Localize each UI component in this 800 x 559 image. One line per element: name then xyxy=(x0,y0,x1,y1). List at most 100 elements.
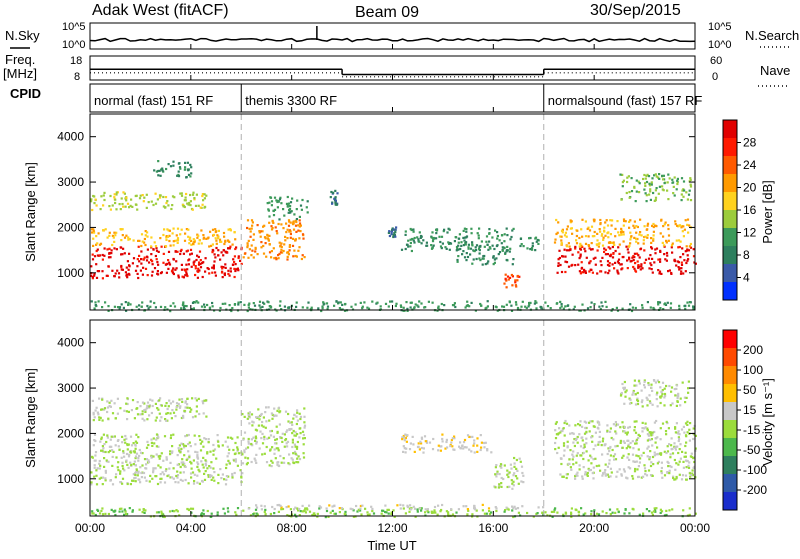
data-cell xyxy=(278,198,282,201)
data-cell xyxy=(114,417,117,420)
data-cell xyxy=(236,507,240,510)
data-cell xyxy=(264,513,267,516)
data-cell xyxy=(689,475,692,478)
data-cell xyxy=(144,410,147,413)
data-cell xyxy=(609,430,612,433)
data-cell xyxy=(679,443,682,446)
data-cell xyxy=(172,227,175,230)
data-cell xyxy=(424,511,427,514)
data-cell xyxy=(622,454,625,457)
data-cell xyxy=(196,454,199,457)
data-cell xyxy=(270,256,273,259)
data-cell xyxy=(141,194,144,197)
data-cell xyxy=(595,512,599,515)
data-cell xyxy=(660,466,663,470)
data-cell xyxy=(418,507,421,510)
data-cell xyxy=(511,509,514,512)
data-cell xyxy=(688,507,691,510)
data-cell xyxy=(487,507,491,510)
data-cell xyxy=(423,435,427,438)
data-cell xyxy=(208,307,212,310)
data-cell xyxy=(616,309,620,312)
data-cell xyxy=(289,221,292,224)
data-cell xyxy=(667,173,670,176)
colorbar-segment xyxy=(723,492,737,510)
data-cell xyxy=(344,510,347,513)
data-cell xyxy=(151,270,154,273)
data-cell xyxy=(434,511,437,514)
data-cell xyxy=(413,236,416,240)
data-cell xyxy=(125,437,128,440)
data-cell xyxy=(468,448,471,451)
data-cell xyxy=(245,447,248,450)
data-cell xyxy=(590,456,593,459)
data-region xyxy=(90,227,237,248)
data-cell xyxy=(590,268,593,271)
data-cell xyxy=(487,260,490,263)
data-cell xyxy=(463,227,466,230)
data-cell xyxy=(120,303,123,306)
data-cell xyxy=(656,436,659,439)
data-cell xyxy=(296,440,299,444)
data-cell xyxy=(567,242,570,245)
data-cell xyxy=(465,259,468,262)
data-cell xyxy=(95,469,98,472)
data-cell xyxy=(298,222,302,225)
data-cell xyxy=(167,235,170,238)
data-cell xyxy=(404,451,407,454)
data-cell xyxy=(659,396,662,399)
data-cell xyxy=(637,264,640,267)
data-cell xyxy=(116,269,119,272)
colorbar-tick-label: -15 xyxy=(743,423,761,437)
data-cell xyxy=(418,231,421,234)
data-cell xyxy=(620,233,623,236)
data-cell xyxy=(273,257,276,260)
data-cell xyxy=(192,307,195,310)
data-cell xyxy=(204,257,207,260)
data-cell xyxy=(585,437,588,440)
data-cell xyxy=(121,202,124,206)
data-cell xyxy=(576,441,579,444)
data-cell xyxy=(128,252,131,255)
data-cell xyxy=(148,405,151,408)
data-cell xyxy=(610,309,613,312)
data-cell xyxy=(152,203,155,207)
data-cell xyxy=(189,163,192,166)
data-cell xyxy=(652,230,655,233)
data-cell xyxy=(180,442,183,445)
data-cell xyxy=(629,441,632,445)
data-cell xyxy=(395,226,398,229)
data-cell xyxy=(321,307,324,310)
data-cell xyxy=(125,512,128,516)
data-cell xyxy=(409,508,413,511)
data-cell xyxy=(595,243,598,246)
data-cell xyxy=(655,187,658,190)
data-cell xyxy=(598,423,601,426)
data-cell xyxy=(575,454,578,457)
data-cell xyxy=(511,284,514,287)
data-cell xyxy=(478,257,481,260)
data-cell xyxy=(212,267,215,270)
data-cell xyxy=(536,238,539,242)
data-cell xyxy=(629,242,632,245)
data-cell xyxy=(286,204,289,207)
data-cell xyxy=(484,441,487,444)
data-cell xyxy=(658,272,661,275)
data-cell xyxy=(648,456,651,459)
data-cell xyxy=(294,506,297,509)
data-cell xyxy=(250,254,253,257)
data-cell xyxy=(98,459,101,463)
data-cell xyxy=(465,236,468,239)
data-cell xyxy=(250,442,253,446)
data-cell xyxy=(642,451,645,454)
data-cell xyxy=(189,236,192,239)
data-cell xyxy=(511,482,514,485)
data-cell xyxy=(191,208,194,211)
data-cell xyxy=(155,445,158,448)
data-cell xyxy=(95,474,98,477)
data-cell xyxy=(666,301,669,304)
data-cell xyxy=(182,471,185,474)
data-cell xyxy=(653,261,656,264)
colorbar-segment xyxy=(723,438,737,456)
data-cell xyxy=(233,459,236,462)
